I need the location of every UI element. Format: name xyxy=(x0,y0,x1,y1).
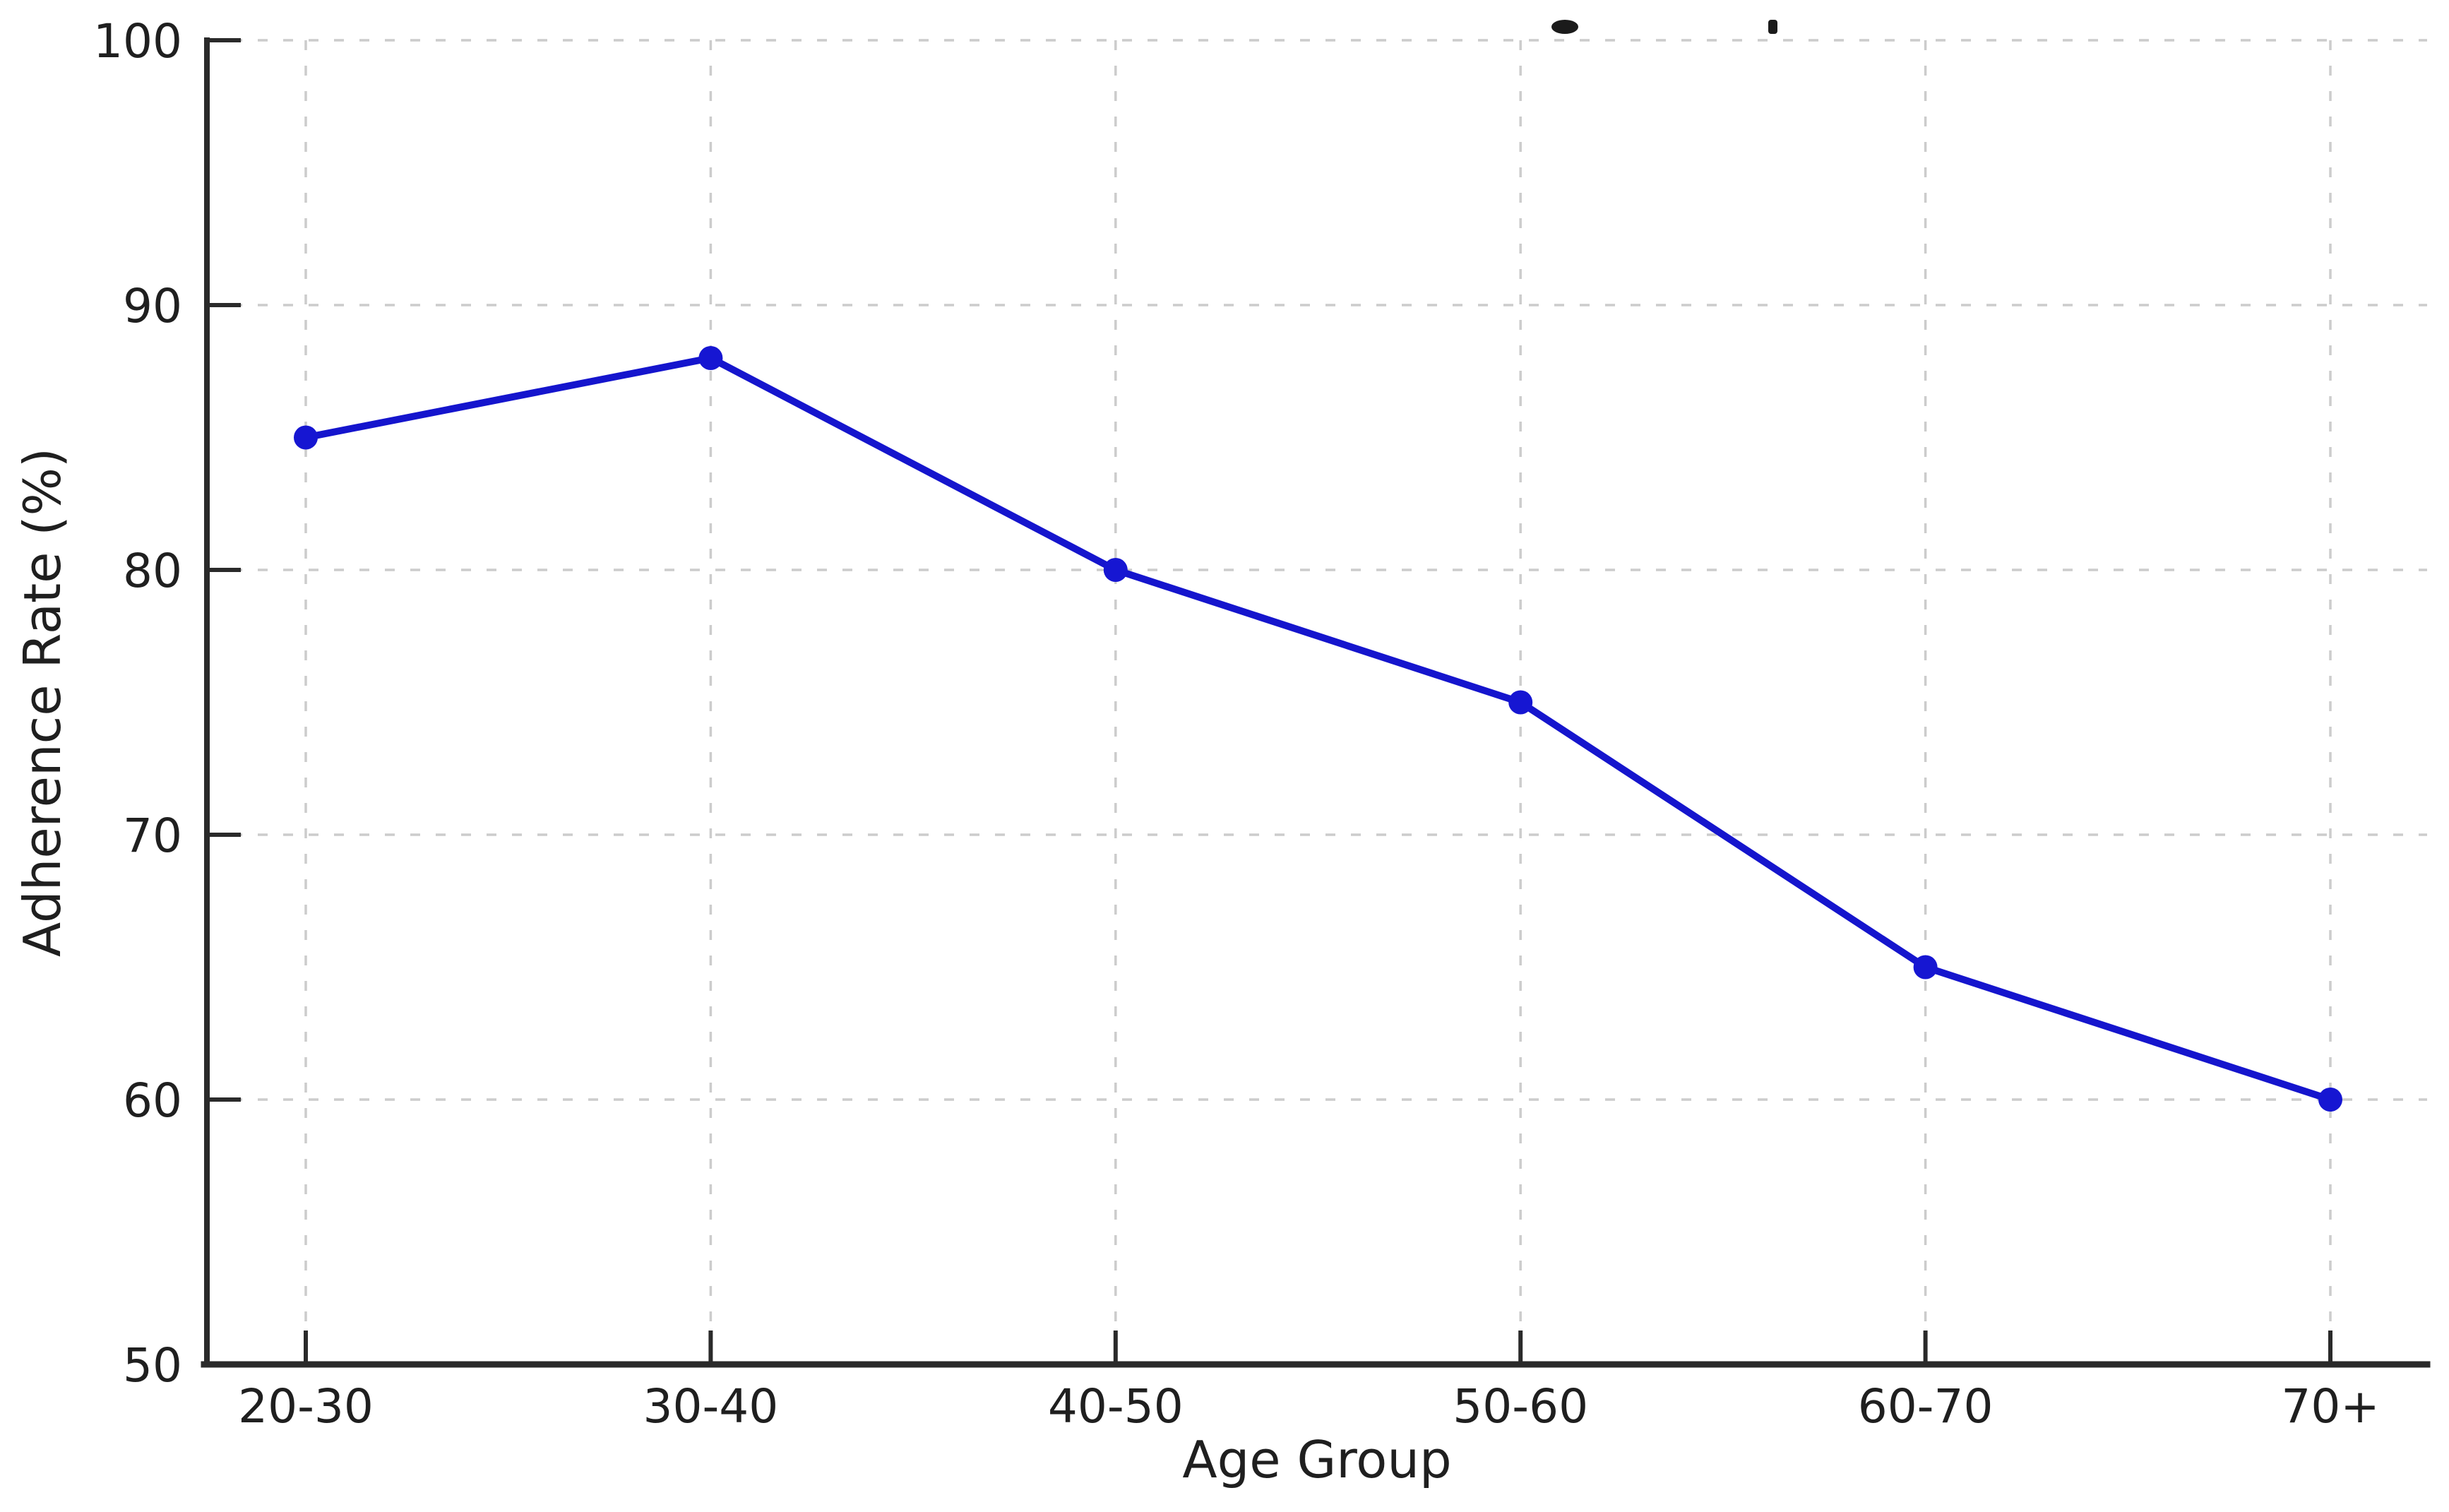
horizontal-gridlines xyxy=(207,39,2427,1101)
y-tick-label-50: 50 xyxy=(123,1338,182,1393)
y-tick-label-100: 100 xyxy=(93,14,182,69)
y-tick-label-80: 80 xyxy=(123,544,182,598)
y-tick-label-70: 70 xyxy=(123,809,182,863)
x-tick-label-50-60: 50-60 xyxy=(1453,1379,1588,1434)
data-point-20-30 xyxy=(294,425,318,450)
data-point-60-70 xyxy=(1913,955,1938,980)
data-point-50-60 xyxy=(1508,690,1533,715)
x-axis-ticks xyxy=(304,1331,2332,1364)
y-tick-labels: 50 60 70 80 90 100 xyxy=(93,14,182,1393)
data-point-70+ xyxy=(2318,1088,2342,1112)
x-tick-label-60-70: 60-70 xyxy=(1858,1379,1994,1434)
x-tick-label-40-50: 40-50 xyxy=(1048,1379,1184,1434)
y-tick-label-60: 60 xyxy=(123,1073,182,1128)
data-point-30-40 xyxy=(698,346,723,370)
y-axis-title: Adherence Rate (%) xyxy=(13,448,72,957)
x-tick-labels: 20-30 30-40 40-50 50-60 60-70 70+ xyxy=(238,1379,2380,1434)
x-tick-label-20-30: 20-30 xyxy=(238,1379,374,1434)
y-tick-label-90: 90 xyxy=(123,279,182,333)
data-point-markers xyxy=(294,346,2342,1112)
x-tick-label-30-40: 30-40 xyxy=(643,1379,779,1434)
x-axis-title: Age Group xyxy=(1182,1430,1451,1489)
cropped-title-fragment xyxy=(1551,20,1777,34)
data-line-series xyxy=(302,355,2334,1103)
y-axis-ticks xyxy=(207,38,241,1367)
vertical-gridlines xyxy=(304,40,2332,1364)
data-point-40-50 xyxy=(1103,558,1128,582)
x-tick-label-70+: 70+ xyxy=(2281,1379,2379,1434)
